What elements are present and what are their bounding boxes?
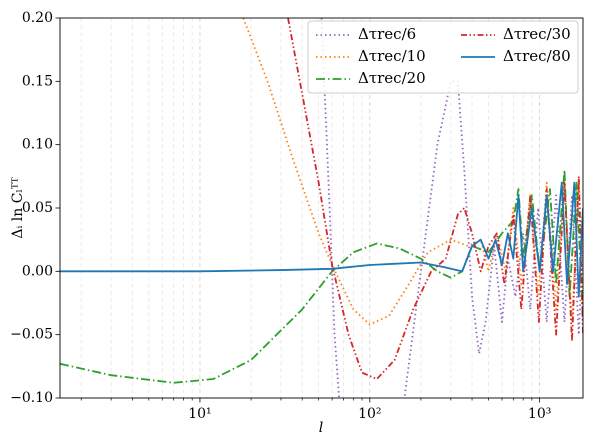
x-tick-label: 10¹	[188, 406, 211, 422]
y-tick-label: 0.20	[22, 10, 53, 26]
y-tick-label: 0.00	[22, 263, 53, 279]
plot-lines	[60, 18, 583, 398]
legend-label: Δτrec/10	[358, 47, 426, 65]
x-axis-label: l	[319, 420, 323, 436]
legend-label: Δτrec/20	[358, 69, 426, 87]
x-tick-label: 10²	[358, 406, 381, 422]
legend-label: Δτrec/30	[503, 25, 571, 43]
y-tick-label: −0.05	[10, 327, 53, 343]
y-tick-label: 0.05	[22, 200, 53, 216]
legend: Δτrec/6 Δτrec/10 Δτrec/20 Δτrec/30 Δτrec/80	[307, 20, 579, 94]
y-tick-label: 0.15	[22, 73, 53, 89]
y-tick-label: −0.10	[10, 390, 53, 406]
legend-label: Δτrec/80	[503, 47, 571, 65]
legend-label: Δτrec/6	[358, 25, 416, 43]
series-line	[60, 181, 583, 298]
x-tick-label: 10³	[528, 406, 551, 422]
y-tick-label: 0.10	[22, 137, 53, 153]
legend-box	[307, 20, 579, 94]
series-line	[287, 18, 583, 380]
plot-frame	[59, 17, 584, 399]
y-axis-label: Δᵢ ln Cₗᵀᵀ	[10, 177, 26, 238]
series-line	[242, 18, 583, 326]
